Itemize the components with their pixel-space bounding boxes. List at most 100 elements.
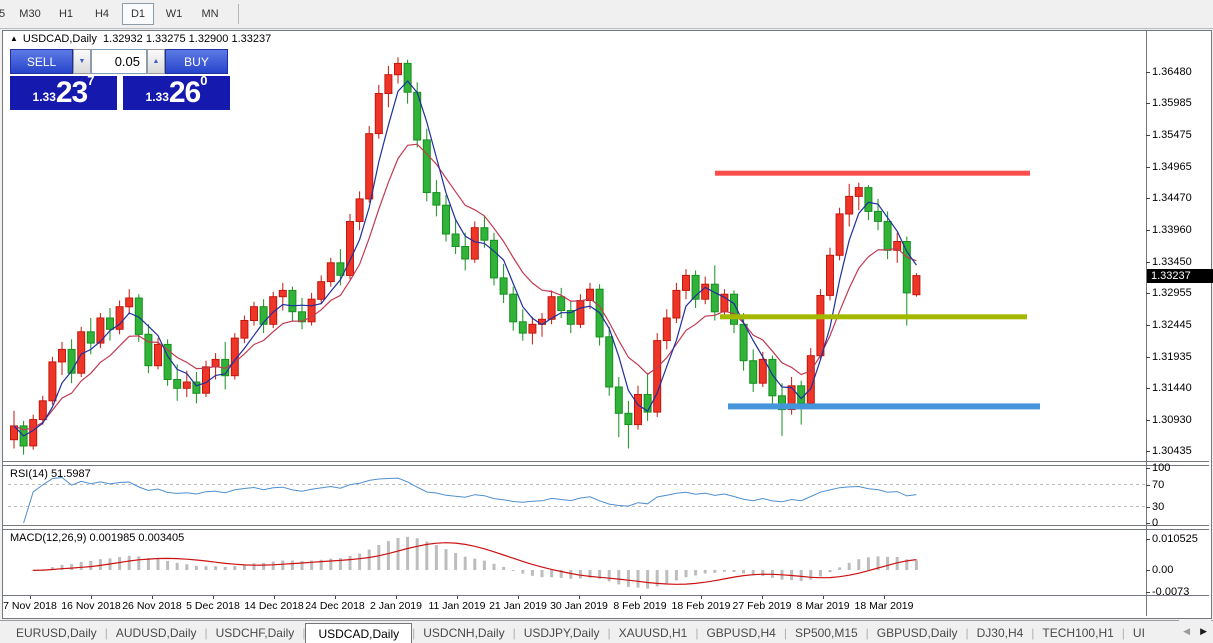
ask-price-display[interactable]: 1.33 26 0 <box>123 73 230 110</box>
tab-separator: | <box>1031 625 1035 640</box>
price-tick-label: 1.30435 <box>1152 445 1192 458</box>
price-tick-mark <box>1146 262 1150 264</box>
ma-fast-line <box>13 80 917 437</box>
chart-ohlc-values: 1.32932 1.33275 1.32900 1.33237 <box>103 33 272 45</box>
date-tick-label: 18 Mar 2019 <box>854 600 914 612</box>
price-tick-mark <box>1146 72 1150 74</box>
current-price-tag: 1.33237 <box>1147 268 1213 283</box>
date-tick-label: 30 Jan 2019 <box>550 600 608 612</box>
tab-usdcad-daily[interactable]: USDCAD,Daily <box>305 622 413 643</box>
macd-signal-line <box>33 542 917 585</box>
tab-scroll-arrows: ◀ ▶ <box>1179 620 1211 642</box>
price-tick-label: 1.33450 <box>1152 256 1192 269</box>
timeframe-button-mn[interactable]: MN <box>201 8 219 20</box>
timeframe-button-15[interactable]: 15 <box>0 8 6 20</box>
tab-separator: | <box>412 625 416 640</box>
sell-button[interactable]: SELL <box>10 49 73 74</box>
date-tick-label: 2 Jan 2019 <box>370 600 422 612</box>
tab-separator: | <box>302 625 306 640</box>
price-chart-canvas[interactable] <box>0 44 1146 461</box>
date-tick-label: 21 Jan 2019 <box>489 600 547 612</box>
rsi-tick-label: 0 <box>1152 517 1159 529</box>
tab-eurusd-daily[interactable]: EURUSD,Daily <box>16 625 97 640</box>
ask-price-big: 26 <box>168 76 201 109</box>
macd-chart-canvas[interactable] <box>0 529 1146 595</box>
date-tick-mark <box>91 596 92 599</box>
chart-symbol-label: USDCAD,Daily <box>22 33 97 45</box>
date-tick-mark <box>823 596 824 599</box>
tab-xauusd-h1[interactable]: XAUUSD,H1 <box>618 625 688 640</box>
spin-up-icon: ▲ <box>152 58 160 65</box>
price-tick-label: 1.34470 <box>1152 192 1192 205</box>
resistance-line <box>715 170 1030 176</box>
timeframe-button-m30[interactable]: M30 <box>19 8 41 20</box>
date-tick-mark <box>274 596 275 599</box>
rsi-tick-mark <box>1146 523 1150 524</box>
date-tick-label: 24 Dec 2018 <box>305 600 365 612</box>
price-tick-label: 1.31935 <box>1152 351 1192 364</box>
date-tick-label: 11 Jan 2019 <box>428 600 486 612</box>
ask-price-small: 1.33 <box>145 90 169 104</box>
price-tick-mark <box>1146 325 1150 327</box>
tab-separator: | <box>865 625 869 640</box>
bid-price-small: 1.33 <box>32 90 56 104</box>
volume-input[interactable] <box>91 49 147 74</box>
rsi-tick-label: 30 <box>1152 500 1165 513</box>
price-tick-mark <box>1146 451 1150 453</box>
tab-audusd-daily[interactable]: AUDUSD,Daily <box>115 625 197 640</box>
tab-ui[interactable]: UI <box>1132 625 1145 640</box>
date-tick-label: 5 Dec 2018 <box>186 600 240 612</box>
mid-support-line <box>720 314 1027 320</box>
timeframe-button-d1[interactable]: D1 <box>122 3 154 25</box>
price-tick-label: 1.32445 <box>1152 319 1192 332</box>
bid-price-display[interactable]: 1.33 23 7 <box>10 73 117 110</box>
rsi-chart-canvas[interactable] <box>0 465 1146 524</box>
tab-scroll-right-icon[interactable]: ▶ <box>1200 626 1207 636</box>
tab-separator: | <box>204 625 208 640</box>
tab-usdchf-daily[interactable]: USDCHF,Daily <box>215 625 295 640</box>
tab-gbpusd-daily[interactable]: GBPUSD,Daily <box>876 625 958 640</box>
macd-histogram <box>31 536 918 589</box>
timeframe-button-w1[interactable]: W1 <box>165 8 183 20</box>
date-tick-label: 27 Feb 2019 <box>732 600 792 612</box>
timeframe-button-h1[interactable]: H1 <box>58 8 74 20</box>
date-tick-mark <box>396 596 397 599</box>
rsi-line <box>23 476 917 524</box>
date-tick-label: 16 Nov 2018 <box>61 600 121 612</box>
splitter-rsi[interactable] <box>3 461 1209 466</box>
tab-dj30-h4[interactable]: DJ30,H4 <box>976 625 1024 640</box>
tab-separator: | <box>783 625 787 640</box>
tab-usdjpy-daily[interactable]: USDJPY,Daily <box>523 625 600 640</box>
date-tick-mark <box>457 596 458 599</box>
price-tick-mark <box>1146 103 1150 105</box>
rsi-label: RSI(14) 51.5987 <box>10 468 91 480</box>
volume-decrease-button[interactable]: ▼ <box>73 49 91 74</box>
date-tick-label: 8 Feb 2019 <box>613 600 667 612</box>
buy-button[interactable]: BUY <box>165 49 228 74</box>
date-tick-mark <box>701 596 702 599</box>
timeframe-button-h4[interactable]: H4 <box>94 8 110 20</box>
tab-gbpusd-h4[interactable]: GBPUSD,H4 <box>706 625 776 640</box>
collapse-icon[interactable]: ▲ <box>10 34 18 43</box>
splitter-macd[interactable] <box>3 525 1209 530</box>
date-tick-label: 26 Nov 2018 <box>122 600 182 612</box>
date-tick-mark <box>213 596 214 599</box>
bid-price-big: 23 <box>55 76 88 109</box>
volume-increase-button[interactable]: ▲ <box>147 49 165 74</box>
price-tick-label: 1.36480 <box>1152 66 1192 79</box>
ma-slow-line <box>13 143 917 431</box>
ask-price-sup: 0 <box>200 73 208 88</box>
tab-separator: | <box>104 625 108 640</box>
tab-sp500-m15[interactable]: SP500,M15 <box>794 625 858 640</box>
candles-layer <box>10 57 921 455</box>
tab-tech100-h1[interactable]: TECH100,H1 <box>1042 625 1114 640</box>
price-tick-mark <box>1146 357 1150 359</box>
rsi-tick-label: 70 <box>1152 478 1165 491</box>
tab-scroll-left-icon[interactable]: ◀ <box>1183 626 1191 636</box>
timeframe-toolbar: 15 M30 H1 H4 D1 W1 MN <box>0 0 1213 29</box>
bid-price-sup: 7 <box>87 73 95 88</box>
tab-usdcnh-daily[interactable]: USDCNH,Daily <box>423 625 505 640</box>
date-tick-mark <box>579 596 580 599</box>
date-tick-mark <box>335 596 336 599</box>
